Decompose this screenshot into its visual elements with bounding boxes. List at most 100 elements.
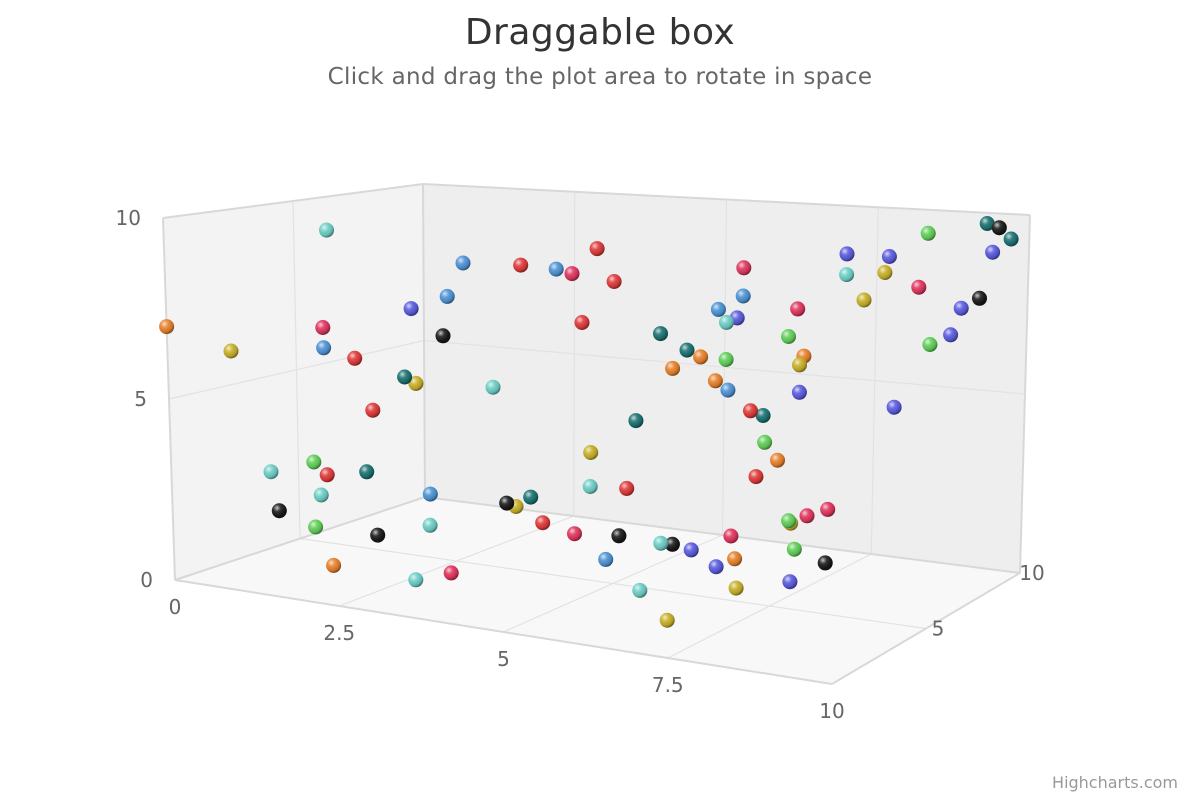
scatter-point[interactable]: [991, 220, 1007, 236]
scatter-point[interactable]: [582, 479, 598, 494]
scatter-point[interactable]: [664, 536, 680, 552]
scatter-point[interactable]: [308, 519, 324, 535]
scatter-point[interactable]: [786, 541, 802, 557]
scatter-point[interactable]: [953, 300, 969, 316]
scatter-point[interactable]: [263, 464, 279, 480]
scatter-point[interactable]: [574, 315, 590, 330]
scatter-point[interactable]: [781, 329, 796, 344]
scatter-point[interactable]: [720, 382, 736, 398]
scatter-point[interactable]: [316, 340, 332, 356]
scatter-point[interactable]: [839, 246, 855, 262]
scatter-point[interactable]: [693, 349, 709, 365]
scatter-point[interactable]: [403, 301, 419, 317]
scatter-point[interactable]: [315, 320, 331, 335]
scatter-point[interactable]: [1003, 231, 1019, 247]
scatter-point[interactable]: [548, 261, 564, 277]
scatter-point[interactable]: [653, 535, 669, 551]
scatter-point[interactable]: [920, 225, 936, 241]
scatter-point[interactable]: [799, 508, 815, 524]
scatter-point[interactable]: [606, 274, 622, 289]
scatter-point[interactable]: [513, 257, 529, 273]
scatter-point[interactable]: [223, 343, 239, 359]
scatter-point[interactable]: [443, 565, 459, 581]
scatter-point[interactable]: [972, 290, 987, 306]
scatter-point[interactable]: [347, 350, 363, 366]
credits-link[interactable]: Highcharts.com: [1052, 773, 1178, 792]
scatter-point[interactable]: [790, 301, 806, 317]
scatter-point[interactable]: [370, 527, 386, 543]
scatter-point[interactable]: [723, 528, 739, 544]
scatter-point[interactable]: [757, 434, 773, 450]
scatter-point[interactable]: [439, 288, 455, 304]
scatter-point[interactable]: [611, 528, 627, 544]
scatter-point[interactable]: [736, 260, 752, 276]
scatter-point[interactable]: [770, 452, 785, 468]
scatter-point[interactable]: [728, 580, 744, 596]
scatter-point[interactable]: [665, 360, 681, 376]
scatter-point[interactable]: [589, 241, 605, 257]
scatter-point[interactable]: [791, 384, 807, 400]
scatter-point[interactable]: [943, 327, 959, 343]
scatter-point[interactable]: [435, 328, 451, 344]
scatter-point[interactable]: [727, 551, 743, 567]
scatter-point[interactable]: [718, 352, 734, 367]
scatter-point[interactable]: [619, 480, 635, 496]
scatter-point[interactable]: [877, 265, 893, 280]
scatter-point[interactable]: [922, 337, 938, 352]
scatter-point[interactable]: [679, 342, 695, 358]
scatter-point[interactable]: [886, 399, 902, 415]
scatter-point[interactable]: [856, 292, 872, 308]
scatter-point[interactable]: [598, 551, 614, 567]
scatter-point[interactable]: [564, 266, 580, 282]
z-axis-tick-label: 5: [932, 617, 945, 641]
scatter-point[interactable]: [326, 557, 342, 573]
scatter-point[interactable]: [313, 487, 329, 503]
scatter-point[interactable]: [985, 244, 1001, 260]
scatter-point[interactable]: [781, 513, 797, 529]
scatter-point[interactable]: [735, 288, 751, 304]
scatter-point[interactable]: [455, 255, 471, 271]
scatter-point[interactable]: [911, 279, 927, 295]
scatter-point[interactable]: [748, 469, 764, 485]
scatter-point[interactable]: [397, 369, 413, 385]
scatter-point[interactable]: [319, 222, 334, 238]
scatter-point[interactable]: [306, 454, 322, 470]
scatter-point[interactable]: [359, 464, 375, 480]
scatter-point[interactable]: [271, 503, 287, 519]
scatter-point[interactable]: [628, 413, 644, 429]
scatter-point[interactable]: [792, 357, 807, 373]
scatter-points[interactable]: [159, 216, 1019, 628]
box-panels: [163, 184, 1030, 684]
scatter-point[interactable]: [820, 501, 836, 517]
scatter-point[interactable]: [782, 574, 798, 590]
scatter-point[interactable]: [523, 489, 539, 505]
scatter-point[interactable]: [710, 301, 726, 317]
scatter-point[interactable]: [881, 249, 897, 264]
scatter-point[interactable]: [707, 373, 723, 389]
scatter-point[interactable]: [817, 555, 833, 571]
scatter-point[interactable]: [755, 408, 771, 423]
scatter-point[interactable]: [743, 403, 758, 419]
scatter-point[interactable]: [583, 445, 599, 460]
scatter-point[interactable]: [632, 582, 648, 598]
scatter-point[interactable]: [159, 319, 175, 335]
scatter-point[interactable]: [683, 542, 699, 558]
scatter-point[interactable]: [408, 572, 424, 588]
scatter-point[interactable]: [567, 526, 582, 542]
scatter-point[interactable]: [653, 326, 668, 342]
scatter-point[interactable]: [659, 612, 675, 628]
scatter-point[interactable]: [979, 216, 995, 231]
scatter-point[interactable]: [408, 375, 424, 391]
scatter-point[interactable]: [535, 515, 551, 531]
scatter-point[interactable]: [485, 379, 501, 395]
scatter-point[interactable]: [719, 314, 734, 330]
scatter-point[interactable]: [422, 517, 438, 533]
scatter-point[interactable]: [499, 495, 515, 511]
scatter-point[interactable]: [365, 402, 381, 418]
scatter-point[interactable]: [839, 267, 855, 283]
scatter-point[interactable]: [319, 467, 335, 483]
scatter-point[interactable]: [708, 559, 724, 575]
scatter-point[interactable]: [422, 486, 438, 502]
